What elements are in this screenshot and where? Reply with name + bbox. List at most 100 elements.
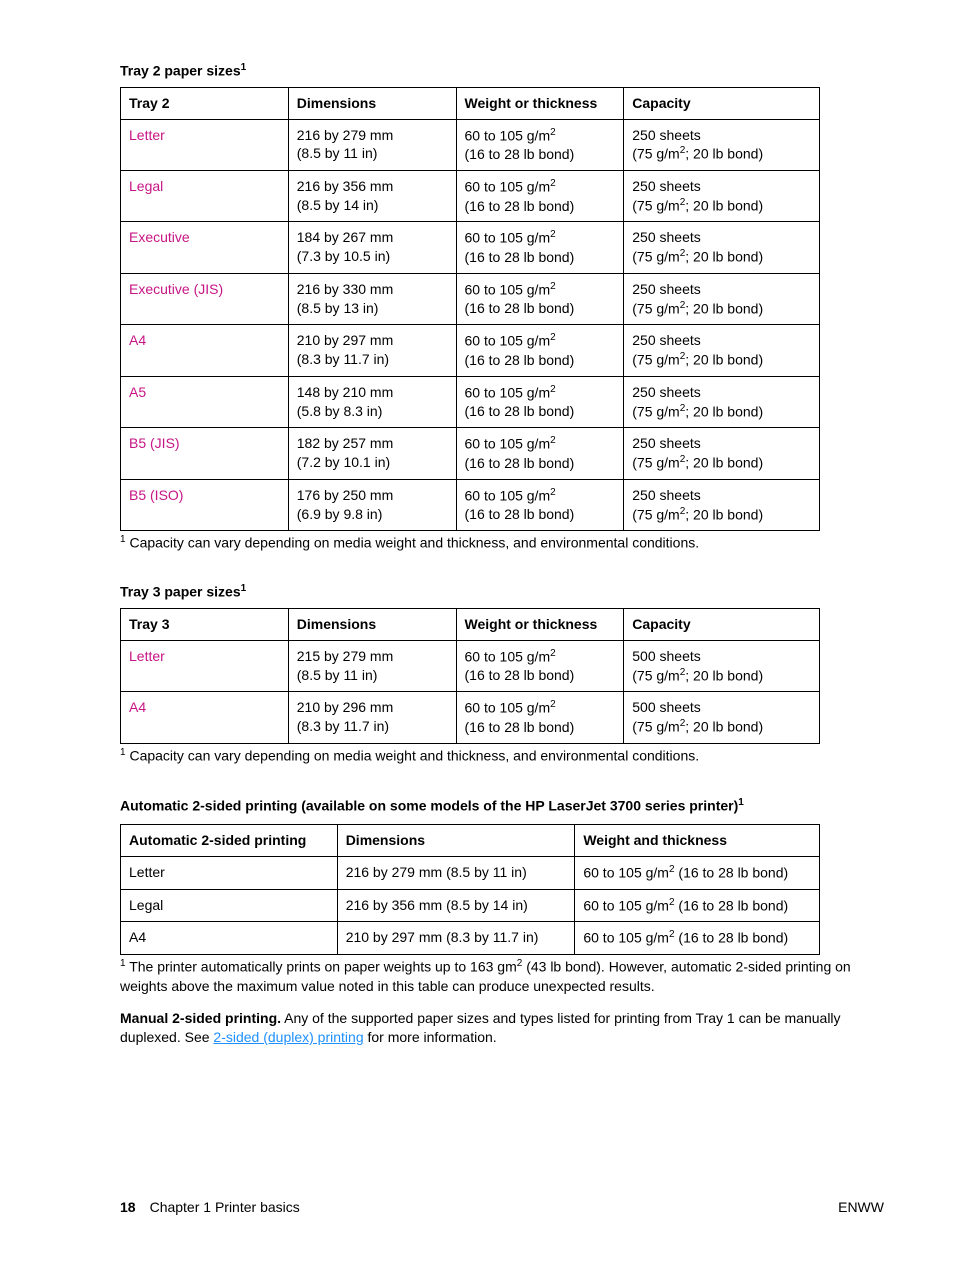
auto2sided-header-name: Automatic 2-sided printing <box>121 825 338 857</box>
capacity-cell: 250 sheets(75 g/m2; 20 lb bond) <box>624 222 820 273</box>
table-row: A4210 by 296 mm(8.3 by 11.7 in)60 to 105… <box>121 692 820 743</box>
tray3-title-text: Tray 3 paper sizes <box>120 584 241 600</box>
tray2-title-text: Tray 2 paper sizes <box>120 63 241 79</box>
tray2-footnote: 1 Capacity can vary depending on media w… <box>120 533 884 553</box>
tray2-title-sup: 1 <box>241 62 247 73</box>
dimensions-cell: 176 by 250 mm(6.9 by 9.8 in) <box>288 479 456 530</box>
dimensions-cell: 148 by 210 mm(5.8 by 8.3 in) <box>288 376 456 427</box>
paper-size-cell: Letter <box>121 857 338 890</box>
capacity-cell: 250 sheets(75 g/m2; 20 lb bond) <box>624 376 820 427</box>
weight-cell: 60 to 105 g/m2(16 to 28 lb bond) <box>456 376 624 427</box>
capacity-cell: 250 sheets(75 g/m2; 20 lb bond) <box>624 273 820 324</box>
capacity-cell: 250 sheets(75 g/m2; 20 lb bond) <box>624 428 820 479</box>
auto2sided-table: Automatic 2-sided printing Dimensions We… <box>120 824 820 955</box>
weight-cell: 60 to 105 g/m2 (16 to 28 lb bond) <box>575 889 820 922</box>
dimensions-cell: 210 by 296 mm(8.3 by 11.7 in) <box>288 692 456 743</box>
table-row: Letter215 by 279 mm(8.5 by 11 in)60 to 1… <box>121 640 820 691</box>
paper-size-link[interactable]: A5 <box>121 376 289 427</box>
auto2sided-title-sup: 1 <box>738 797 744 808</box>
footer-right: ENWW <box>838 1199 884 1215</box>
tray3-title-sup: 1 <box>241 583 247 594</box>
dimensions-cell: 210 by 297 mm(8.3 by 11.7 in) <box>288 325 456 376</box>
auto2sided-footnote: 1 The printer automatically prints on pa… <box>120 957 884 997</box>
paper-size-cell: A4 <box>121 922 338 955</box>
tray2-header-name: Tray 2 <box>121 87 289 119</box>
manual-bold: Manual 2-sided printing. <box>120 1010 281 1026</box>
capacity-cell: 500 sheets(75 g/m2; 20 lb bond) <box>624 692 820 743</box>
weight-cell: 60 to 105 g/m2(16 to 28 lb bond) <box>456 273 624 324</box>
tray2-title: Tray 2 paper sizes1 <box>120 62 884 79</box>
paper-size-link[interactable]: B5 (JIS) <box>121 428 289 479</box>
auto2sided-header-weight: Weight and thickness <box>575 825 820 857</box>
paper-size-link[interactable]: A4 <box>121 692 289 743</box>
weight-cell: 60 to 105 g/m2 (16 to 28 lb bond) <box>575 922 820 955</box>
dimensions-cell: 184 by 267 mm(7.3 by 10.5 in) <box>288 222 456 273</box>
table-row: Legal216 by 356 mm(8.5 by 14 in)60 to 10… <box>121 170 820 221</box>
page-footer: 18 Chapter 1 Printer basics ENWW <box>120 1199 884 1215</box>
weight-cell: 60 to 105 g/m2(16 to 28 lb bond) <box>456 428 624 479</box>
tray2-header-capacity: Capacity <box>624 87 820 119</box>
tray2-header-weight: Weight or thickness <box>456 87 624 119</box>
auto2sided-title-text: Automatic 2-sided printing (available on… <box>120 798 738 814</box>
paper-size-link[interactable]: Letter <box>121 119 289 170</box>
capacity-cell: 250 sheets(75 g/m2; 20 lb bond) <box>624 325 820 376</box>
weight-cell: 60 to 105 g/m2(16 to 28 lb bond) <box>456 692 624 743</box>
dimensions-cell: 216 by 356 mm(8.5 by 14 in) <box>288 170 456 221</box>
paper-size-link[interactable]: Executive (JIS) <box>121 273 289 324</box>
capacity-cell: 250 sheets(75 g/m2; 20 lb bond) <box>624 119 820 170</box>
table-row: Letter216 by 279 mm (8.5 by 11 in)60 to … <box>121 857 820 890</box>
paper-size-link[interactable]: A4 <box>121 325 289 376</box>
tray3-footnote: 1 Capacity can vary depending on media w… <box>120 746 884 766</box>
weight-cell: 60 to 105 g/m2(16 to 28 lb bond) <box>456 119 624 170</box>
table-row: A4210 by 297 mm(8.3 by 11.7 in)60 to 105… <box>121 325 820 376</box>
tray3-header-weight: Weight or thickness <box>456 608 624 640</box>
tray2-table: Tray 2 Dimensions Weight or thickness Ca… <box>120 87 820 531</box>
table-row: A5148 by 210 mm(5.8 by 8.3 in)60 to 105 … <box>121 376 820 427</box>
manual-text2: for more information. <box>364 1029 497 1045</box>
paper-size-link[interactable]: Letter <box>121 640 289 691</box>
table-row: Letter216 by 279 mm(8.5 by 11 in)60 to 1… <box>121 119 820 170</box>
capacity-cell: 250 sheets(75 g/m2; 20 lb bond) <box>624 170 820 221</box>
capacity-cell: 250 sheets(75 g/m2; 20 lb bond) <box>624 479 820 530</box>
tray3-table: Tray 3 Dimensions Weight or thickness Ca… <box>120 608 820 744</box>
dimensions-cell: 216 by 279 mm(8.5 by 11 in) <box>288 119 456 170</box>
tray2-header-dimensions: Dimensions <box>288 87 456 119</box>
auto2sided-footnote-pre: The printer automatically prints on pape… <box>126 958 517 974</box>
weight-cell: 60 to 105 g/m2(16 to 28 lb bond) <box>456 222 624 273</box>
dimensions-cell: 216 by 356 mm (8.5 by 14 in) <box>337 889 575 922</box>
dimensions-cell: 215 by 279 mm(8.5 by 11 in) <box>288 640 456 691</box>
tray3-header-capacity: Capacity <box>624 608 820 640</box>
weight-cell: 60 to 105 g/m2(16 to 28 lb bond) <box>456 640 624 691</box>
weight-cell: 60 to 105 g/m2 (16 to 28 lb bond) <box>575 857 820 890</box>
weight-cell: 60 to 105 g/m2(16 to 28 lb bond) <box>456 325 624 376</box>
auto2sided-header-dimensions: Dimensions <box>337 825 575 857</box>
dimensions-cell: 216 by 330 mm(8.5 by 13 in) <box>288 273 456 324</box>
table-row: A4210 by 297 mm (8.3 by 11.7 in)60 to 10… <box>121 922 820 955</box>
table-row: Executive184 by 267 mm(7.3 by 10.5 in)60… <box>121 222 820 273</box>
auto2sided-title: Automatic 2-sided printing (available on… <box>120 796 884 816</box>
dimensions-cell: 210 by 297 mm (8.3 by 11.7 in) <box>337 922 575 955</box>
table-row: B5 (ISO)176 by 250 mm(6.9 by 9.8 in)60 t… <box>121 479 820 530</box>
table-row: B5 (JIS)182 by 257 mm(7.2 by 10.1 in)60 … <box>121 428 820 479</box>
page-number: 18 <box>120 1199 136 1215</box>
tray3-footnote-text: Capacity can vary depending on media wei… <box>126 747 700 763</box>
duplex-printing-link[interactable]: 2-sided (duplex) printing <box>213 1029 363 1045</box>
paper-size-link[interactable]: B5 (ISO) <box>121 479 289 530</box>
tray3-header-dimensions: Dimensions <box>288 608 456 640</box>
table-row: Executive (JIS)216 by 330 mm(8.5 by 13 i… <box>121 273 820 324</box>
weight-cell: 60 to 105 g/m2(16 to 28 lb bond) <box>456 479 624 530</box>
footer-chapter: Chapter 1 Printer basics <box>150 1199 300 1215</box>
paper-size-link[interactable]: Legal <box>121 170 289 221</box>
paper-size-cell: Legal <box>121 889 338 922</box>
capacity-cell: 500 sheets(75 g/m2; 20 lb bond) <box>624 640 820 691</box>
dimensions-cell: 216 by 279 mm (8.5 by 11 in) <box>337 857 575 890</box>
footer-left: 18 Chapter 1 Printer basics <box>120 1199 300 1215</box>
paper-size-link[interactable]: Executive <box>121 222 289 273</box>
dimensions-cell: 182 by 257 mm(7.2 by 10.1 in) <box>288 428 456 479</box>
manual-duplex-paragraph: Manual 2-sided printing. Any of the supp… <box>120 1009 884 1048</box>
tray3-header-name: Tray 3 <box>121 608 289 640</box>
tray2-footnote-text: Capacity can vary depending on media wei… <box>126 535 700 551</box>
tray3-title: Tray 3 paper sizes1 <box>120 583 884 600</box>
weight-cell: 60 to 105 g/m2(16 to 28 lb bond) <box>456 170 624 221</box>
table-row: Legal216 by 356 mm (8.5 by 14 in)60 to 1… <box>121 889 820 922</box>
